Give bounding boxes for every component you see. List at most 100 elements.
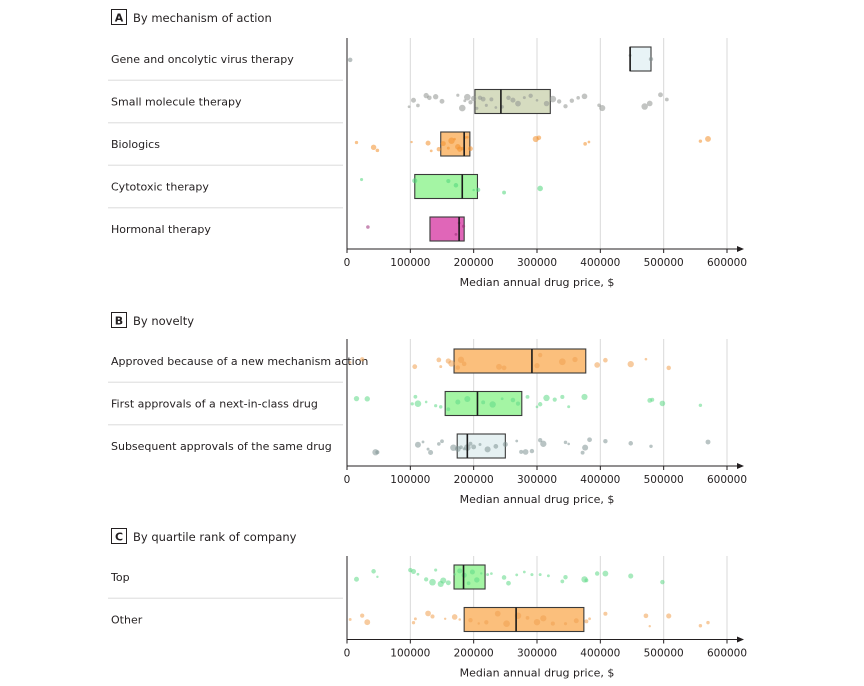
data-point xyxy=(602,570,609,577)
data-point xyxy=(464,395,471,403)
data-point xyxy=(468,146,473,152)
data-point xyxy=(440,439,444,444)
data-point xyxy=(581,393,588,400)
data-point xyxy=(427,95,432,101)
box-iqr xyxy=(629,46,652,72)
data-point xyxy=(572,356,578,363)
data-point xyxy=(459,104,466,112)
data-point xyxy=(348,618,352,621)
data-point xyxy=(410,568,417,574)
data-point xyxy=(440,577,447,584)
data-point xyxy=(375,148,380,153)
data-point xyxy=(603,357,608,363)
category-label: Other xyxy=(111,614,143,627)
x-axis-title: Median annual drug price, $ xyxy=(460,667,615,680)
data-point xyxy=(424,577,429,582)
data-point xyxy=(698,403,703,407)
data-point xyxy=(627,360,634,368)
data-point xyxy=(587,437,592,443)
category-label: Cytotoxic therapy xyxy=(111,181,209,194)
data-point xyxy=(475,106,479,110)
data-point xyxy=(411,97,416,103)
data-point xyxy=(428,450,434,456)
data-point xyxy=(560,579,565,584)
data-point xyxy=(666,613,672,619)
data-point xyxy=(706,620,710,625)
data-point xyxy=(457,356,465,363)
data-point xyxy=(528,93,533,98)
box-iqr xyxy=(463,606,585,633)
data-point xyxy=(347,57,353,63)
data-point xyxy=(603,611,608,616)
data-point xyxy=(446,407,451,412)
data-point xyxy=(557,99,562,104)
data-point xyxy=(455,365,461,370)
data-point xyxy=(576,96,580,100)
data-point xyxy=(472,188,475,192)
data-point xyxy=(646,100,653,107)
panel-letter-box xyxy=(111,528,127,544)
data-point xyxy=(448,360,455,367)
data-point xyxy=(644,357,648,361)
data-point xyxy=(558,358,566,366)
data-point xyxy=(432,94,439,100)
data-point xyxy=(459,445,463,450)
data-point xyxy=(510,397,516,403)
data-point xyxy=(529,448,535,454)
x-tick-label: 600000 xyxy=(707,648,747,660)
panel-letter: C xyxy=(115,531,123,544)
data-point xyxy=(537,185,543,192)
data-point xyxy=(503,620,510,628)
data-point xyxy=(434,404,438,408)
data-point xyxy=(502,441,508,447)
data-point xyxy=(446,178,451,184)
data-point xyxy=(494,106,498,109)
data-point xyxy=(563,575,568,580)
panel-letter: A xyxy=(115,12,124,25)
data-point xyxy=(475,187,481,193)
data-point xyxy=(515,100,521,107)
data-point xyxy=(446,146,450,150)
x-tick-label: 400000 xyxy=(580,257,620,269)
x-tick-label: 100000 xyxy=(390,474,430,486)
data-point xyxy=(567,405,571,409)
data-point xyxy=(549,95,557,103)
data-point xyxy=(543,394,550,402)
panel-c: C By quartile rank of company Top Other 0 100… xyxy=(108,528,747,680)
panel-title: By novelty xyxy=(133,314,194,328)
data-point xyxy=(588,617,591,621)
data-point xyxy=(448,137,455,144)
x-tick-label: 600000 xyxy=(707,474,747,486)
data-point xyxy=(587,140,591,144)
data-point xyxy=(536,135,542,141)
data-point xyxy=(416,103,420,108)
panel-a: A By mechanism of action Gene and oncolyti… xyxy=(108,9,747,289)
data-point xyxy=(480,572,483,575)
box-iqr xyxy=(453,348,587,374)
data-point xyxy=(424,400,428,404)
category-label: Small molecule therapy xyxy=(111,96,242,109)
data-point xyxy=(525,616,530,620)
data-point xyxy=(563,104,568,109)
data-point xyxy=(360,357,365,362)
data-point xyxy=(370,144,377,151)
data-point xyxy=(453,573,456,576)
data-point xyxy=(468,100,473,105)
data-point xyxy=(522,449,529,455)
data-point xyxy=(461,224,466,228)
x-tick-label: 0 xyxy=(344,257,351,269)
data-point xyxy=(412,364,418,370)
data-point xyxy=(466,581,471,586)
data-point xyxy=(436,357,442,363)
x-tick-label: 200000 xyxy=(454,257,494,269)
data-point xyxy=(461,361,467,367)
x-axis-arrow-icon xyxy=(737,246,744,252)
data-point xyxy=(453,183,459,188)
data-point xyxy=(501,575,507,580)
data-point xyxy=(535,405,539,409)
data-point xyxy=(348,361,352,364)
data-point xyxy=(353,396,360,402)
data-point xyxy=(465,135,469,139)
data-point xyxy=(546,574,550,578)
data-point xyxy=(664,97,669,102)
